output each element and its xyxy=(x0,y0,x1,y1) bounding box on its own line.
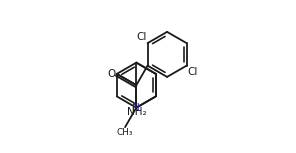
Text: CH₃: CH₃ xyxy=(117,128,133,137)
Text: Cl: Cl xyxy=(136,32,147,42)
Text: N: N xyxy=(132,103,140,113)
Text: NH₂: NH₂ xyxy=(126,106,146,117)
Text: O: O xyxy=(107,69,116,79)
Text: Cl: Cl xyxy=(188,67,198,77)
